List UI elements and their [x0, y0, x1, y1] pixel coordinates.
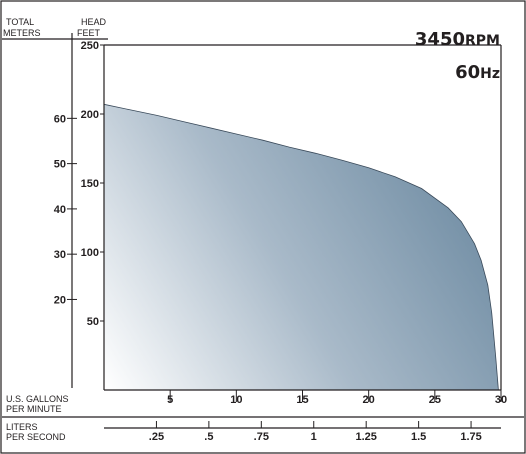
head-header-line1: HEAD: [81, 17, 107, 27]
gpm-tick-label-5: 5: [167, 394, 173, 406]
performance-area: [104, 104, 499, 391]
hz-label: 60Hz: [455, 62, 500, 83]
head-tick-label-100: 100: [81, 247, 99, 259]
head-tick-label-50: 50: [87, 316, 99, 328]
meters-header-line2: METERS: [3, 28, 41, 38]
gpm-tick-label-25: 25: [429, 394, 441, 406]
head-header-line2: FEET: [77, 28, 101, 38]
meter-tick-label-60: 60: [54, 113, 66, 125]
gpm-axis-label-line2: PER MINUTE: [6, 404, 62, 414]
gpm-tick-label-20: 20: [363, 394, 375, 406]
rpm-label: 3450RPM: [415, 29, 500, 50]
lps-tick-label-2: .75: [254, 431, 269, 443]
lps-ticks: .25 .5 .75 1 1.25 1.5 1.75: [149, 421, 482, 443]
gpm-axis-label-line1: U.S. GALLONS: [6, 394, 69, 404]
rpm-unit: RPM: [465, 33, 500, 49]
gpm-ticks: 5 10 15 20 25 30: [167, 390, 507, 406]
hz-value: 60: [455, 62, 480, 83]
lps-tick-label-3: 1: [311, 431, 317, 443]
lps-axis-label-line2: PER SECOND: [6, 432, 66, 442]
lps-tick-label-4: 1.25: [355, 431, 376, 443]
lps-tick-label-5: 1.5: [411, 431, 426, 443]
lps-tick-label-6: 1.75: [460, 431, 481, 443]
head-tick-label-150: 150: [81, 178, 99, 190]
lps-tick-label-1: .5: [204, 431, 213, 443]
performance-curve: [103, 103, 499, 391]
gpm-tick-label-15: 15: [296, 394, 308, 406]
gpm-tick-label-30: 30: [495, 394, 507, 406]
plot-area: [103, 103, 499, 391]
meters-header-line1: TOTAL: [6, 17, 34, 27]
meter-tick-label-20: 20: [54, 294, 66, 306]
meter-ticks: 20 30 40 50 60: [54, 113, 77, 306]
head-tick-label-250: 250: [81, 40, 99, 52]
lps-axis-label-line1: LITERS: [6, 422, 38, 432]
hz-unit: Hz: [480, 66, 500, 82]
gpm-tick-label-10: 10: [230, 394, 242, 406]
head-ticks: 50 100 150 200 250: [81, 40, 104, 328]
lps-tick-label-0: .25: [149, 431, 164, 443]
meter-tick-label-30: 30: [54, 249, 66, 261]
meter-tick-label-50: 50: [54, 159, 66, 171]
rpm-value: 3450: [415, 29, 465, 50]
head-tick-label-200: 200: [81, 109, 99, 121]
meter-tick-label-40: 40: [54, 204, 66, 216]
